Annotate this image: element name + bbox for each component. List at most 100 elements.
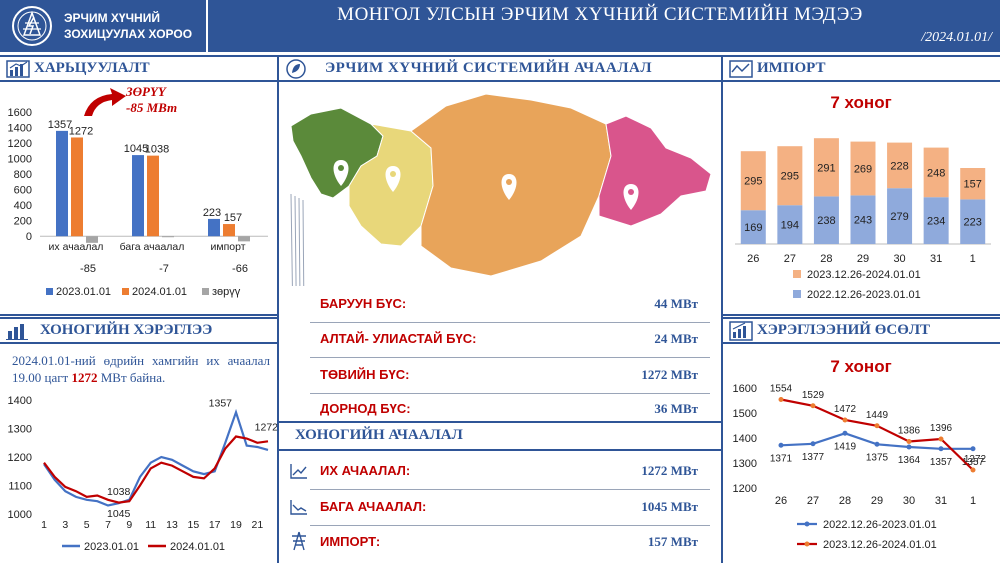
point-marker [938,446,944,452]
diff-note: ЗӨРҮҮ -85 МВт [126,84,177,116]
y-tick-label: 1400 [8,395,32,407]
category-label: 26 [747,253,759,265]
point-marker [778,442,784,448]
bar-upper [850,141,876,196]
data-label: 1472 [834,404,857,415]
y-tick-label: 1200 [8,452,32,464]
page-date: /2024.01.01/ [921,30,992,45]
daily-load-separator [310,489,710,490]
data-label: 1554 [770,384,793,395]
data-label: 1357 [962,457,985,468]
growth-chart: 7 хоног 1200 1300 1400 1500 1600 26 27 28 29 30 31 1… [733,357,987,551]
x-tick-label: 29 [871,495,883,507]
point-marker [778,397,784,402]
map-region-east [598,115,712,227]
daily-load-name: ИМПОРТ: [320,534,381,549]
panel-title-comparison: ХАРЬЦУУЛАЛТ [0,55,277,82]
daily-note-value: 1272 [71,370,98,385]
point-marker [906,444,912,450]
data-label: 169 [744,222,762,234]
legend-label: 2022.12.26-2023.01.01 [807,289,921,301]
category-label: их ачаалал [49,241,104,253]
import-chart: 7 хоног 169 295 26 194 295 27 238 291 28 243 269 29 2… [735,93,991,301]
page-title: МОНГОЛ УЛСЫН ЭРЧИМ ХҮЧНИЙ СИСТЕМИЙН МЭДЭ… [337,4,863,25]
point-marker [810,403,816,409]
region-name: АЛТАЙ- УЛИАСТАЙ БҮС: [320,331,477,346]
data-label: 1375 [866,452,889,463]
bar-lower [887,188,913,244]
x-tick-label: 1 [970,495,976,507]
region-value: 24 МВт [654,331,698,346]
y-tick-label: 200 [14,216,32,228]
series-line [43,435,269,504]
panel-title-system-load-label: ЭРЧИМ ХҮЧНИЙ СИСТЕМИЙН АЧААЛАЛ [325,60,653,76]
legend-label: 2023.01.01 [56,286,111,298]
y-tick-label: 1600 [8,107,32,119]
series-line [43,408,269,507]
bar-upper [923,147,949,198]
bar [132,155,144,237]
region-separator [310,357,710,358]
region-name: ТӨВИЙН БҮС: [320,367,410,382]
line-chart-icon [729,60,753,78]
data-label: -85 [80,263,96,275]
point-marker [874,441,880,447]
growth-bars-icon [729,321,753,341]
category-label: 31 [930,253,942,265]
point-marker [970,446,976,452]
daily-load-name: БАГА АЧААЛАЛ: [320,499,427,514]
panel-title-daily-load: ХОНОГИЙН АЧААЛАЛ [279,424,721,451]
point-label: 1045 [107,508,131,520]
bar [71,137,83,237]
daily-load-name: ИХ АЧААЛАЛ: [320,463,411,478]
data-label: 279 [890,211,908,223]
legend-marker [804,521,810,527]
data-label: 1272 [964,454,987,465]
category-label: 28 [820,253,832,265]
x-tick-label: 19 [230,519,242,531]
category-label: 30 [893,253,905,265]
org-name: ЭРЧИМ ХҮЧНИЙ ЗОХИЦУУЛАХ ХОРОО [64,10,192,42]
bar-lower [850,195,876,244]
x-tick-label: 31 [935,495,947,507]
chart-growth-icon [6,60,30,78]
data-label: 157 [224,212,242,224]
y-tick-label: 1200 [8,138,32,150]
y-tick-label: 1400 [8,123,32,135]
bar-upper [960,168,986,200]
x-tick-label: 13 [166,519,178,531]
org-logo-icon [12,6,52,46]
y-tick-label: 1000 [8,509,32,521]
legend-swatch [202,288,209,295]
data-label: 1386 [898,426,921,437]
x-tick-label: 26 [775,495,787,507]
point-marker [906,439,912,444]
bar-lower [960,199,986,244]
data-label: 238 [817,215,835,227]
daily-load-value: 157 МВт [647,534,698,549]
point-label: 1357 [209,397,233,409]
trend-down-icon [290,464,307,479]
divider-center-mid [279,421,721,423]
y-tick-label: 1600 [733,383,757,395]
x-tick-label: 28 [839,495,851,507]
data-label: 248 [927,167,945,179]
mongolia-map [290,93,712,286]
region-value: 36 МВт [654,401,698,416]
data-label: 228 [890,160,908,172]
region-name: ДОРНОД БҮС: [320,401,411,416]
diff-note-label: ЗӨРҮҮ [126,84,166,99]
y-tick-label: 800 [14,169,32,181]
bar [56,130,68,237]
data-label: -66 [232,263,248,275]
panel-title-daily-label: ХОНОГИЙН ХЭРЭГЛЭЭ [40,322,213,338]
divider-right [721,55,723,563]
bar-upper [887,142,913,189]
region-value: 44 МВт [654,296,698,311]
energy-leaf-icon [286,59,306,79]
point-marker [810,441,816,447]
y-tick-label: 1100 [8,481,32,493]
divider-right-mid [723,314,1000,316]
panel-title-comparison-label: ХАРЬЦУУЛАЛТ [34,60,150,76]
divider-left [277,55,279,563]
